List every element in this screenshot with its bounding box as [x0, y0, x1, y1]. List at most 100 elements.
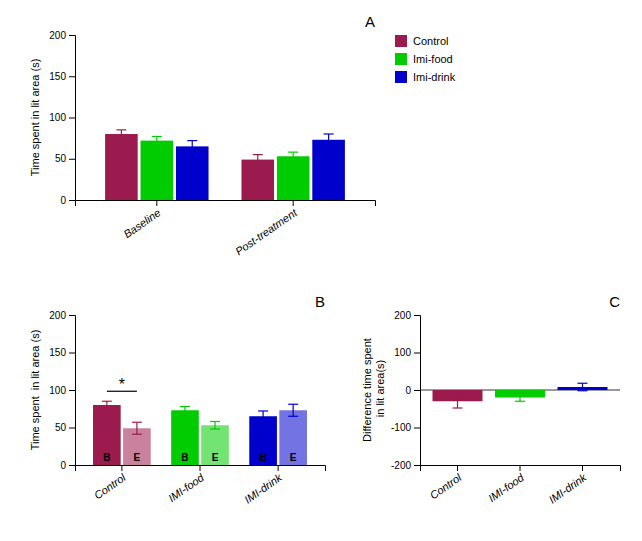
error-bar-line	[121, 130, 122, 138]
tick-mark	[69, 76, 75, 77]
error-bar	[578, 383, 588, 391]
error-bar-line	[116, 129, 126, 130]
error-bar-line	[288, 404, 298, 405]
bar	[93, 405, 121, 465]
bar	[171, 410, 199, 465]
bar	[105, 134, 138, 200]
legend: ControlImi-foodImi-drink	[395, 35, 456, 83]
error-bar	[116, 130, 126, 138]
bar	[201, 425, 229, 465]
x-axis: ControlIMI-foodIMI-drink	[421, 465, 621, 506]
tick-mark	[414, 465, 420, 466]
bar-label: B	[181, 452, 188, 463]
error-bar-line	[187, 152, 197, 153]
error-bar-line	[187, 140, 197, 141]
x-tick: Post-treatment	[233, 200, 300, 257]
error-bar	[132, 422, 142, 434]
tick-label: Baseline	[121, 206, 162, 240]
y-tick: -200	[391, 460, 420, 471]
error-bar-line	[156, 136, 157, 144]
y-axis-label: Difference time spent in lit area(s)	[361, 338, 386, 442]
y-tick: 200	[49, 310, 75, 321]
bar	[279, 410, 307, 465]
error-bar-line	[293, 152, 294, 160]
tick-label: 100	[49, 112, 66, 123]
error-bar-line	[457, 395, 458, 409]
y-axis: -200 -100 0 100 200	[391, 310, 421, 471]
y-tick: 0	[60, 460, 75, 471]
bar-label: B	[103, 452, 110, 463]
tick-mark	[414, 428, 420, 429]
title: C	[609, 293, 620, 310]
axis-line	[414, 316, 421, 466]
error-bar	[180, 407, 190, 415]
legend-swatch	[395, 53, 407, 65]
error-bar-line	[288, 416, 298, 417]
error-bar-line	[453, 407, 463, 408]
error-bar-line	[132, 434, 142, 435]
error-bar-line	[102, 408, 112, 409]
error-bar	[258, 411, 268, 422]
error-bar	[515, 394, 525, 402]
x-axis: Baseline Post-treatment	[76, 200, 376, 257]
y-axis-label: Time spent in lit area (s)	[29, 59, 41, 177]
bar-label: E	[134, 452, 141, 463]
error-bar-line	[257, 155, 258, 165]
axis-line	[69, 316, 76, 466]
error-bar	[453, 395, 463, 409]
error-bar-line	[324, 133, 334, 134]
error-bar-line	[253, 164, 263, 165]
error-bar	[102, 401, 112, 409]
bar-label: B	[259, 452, 266, 463]
tick-label: 100	[49, 385, 66, 396]
error-bar-line	[214, 422, 215, 430]
error-bar-line	[106, 401, 107, 409]
tick-label: 100	[394, 347, 411, 358]
y-axis-label-line: Time spent in lit area (s)	[29, 330, 41, 451]
error-bar	[253, 155, 263, 165]
plot-area	[105, 130, 345, 200]
annotation: *	[119, 376, 125, 393]
chart: 050100150200BaselinePost-treatmentTime s…	[0, 0, 642, 541]
tick-mark	[69, 35, 75, 36]
panel: -200-1000100200ControlIMI-foodIMI-drinkD…	[361, 293, 621, 506]
tick-mark	[69, 390, 75, 391]
tick-mark	[278, 465, 279, 471]
tick-label: -200	[391, 460, 411, 471]
error-bar-line	[258, 410, 268, 411]
legend-item: Control	[395, 35, 448, 47]
bar	[277, 156, 310, 200]
tick-label: 150	[49, 347, 66, 358]
tick-mark	[69, 428, 75, 429]
error-bar-line	[324, 145, 334, 146]
error-bar	[187, 141, 197, 153]
error-bar-line	[515, 393, 525, 394]
y-tick: 0	[60, 195, 75, 206]
axis-line	[76, 201, 376, 207]
error-bar-line	[253, 154, 263, 155]
tick-label: 200	[394, 310, 411, 321]
axis-line	[69, 36, 76, 201]
legend-item: Imi-food	[395, 53, 453, 65]
y-tick: 100	[49, 385, 75, 396]
bar-label: E	[212, 452, 219, 463]
axis-line	[76, 466, 326, 472]
axis-line	[421, 466, 621, 472]
x-tick: IMI-drink	[242, 465, 284, 506]
tick-mark	[414, 390, 420, 391]
bar	[241, 160, 274, 200]
error-bar-line	[288, 160, 298, 161]
tick-label: IMI-drink	[546, 471, 588, 506]
y-tick: 200	[394, 310, 420, 321]
bar	[141, 141, 174, 200]
y-axis-label: Time spent in lit area (s)	[29, 330, 41, 451]
y-tick: 150	[49, 347, 75, 358]
y-tick: 0	[405, 385, 420, 396]
error-bar-line	[132, 422, 142, 423]
y-tick: 100	[49, 112, 75, 123]
x-tick: IMI-drink	[546, 465, 588, 506]
tick-label: -100	[391, 422, 411, 433]
tick-label: IMI-food	[486, 471, 527, 504]
error-bar	[152, 136, 162, 144]
error-bar	[210, 422, 220, 430]
